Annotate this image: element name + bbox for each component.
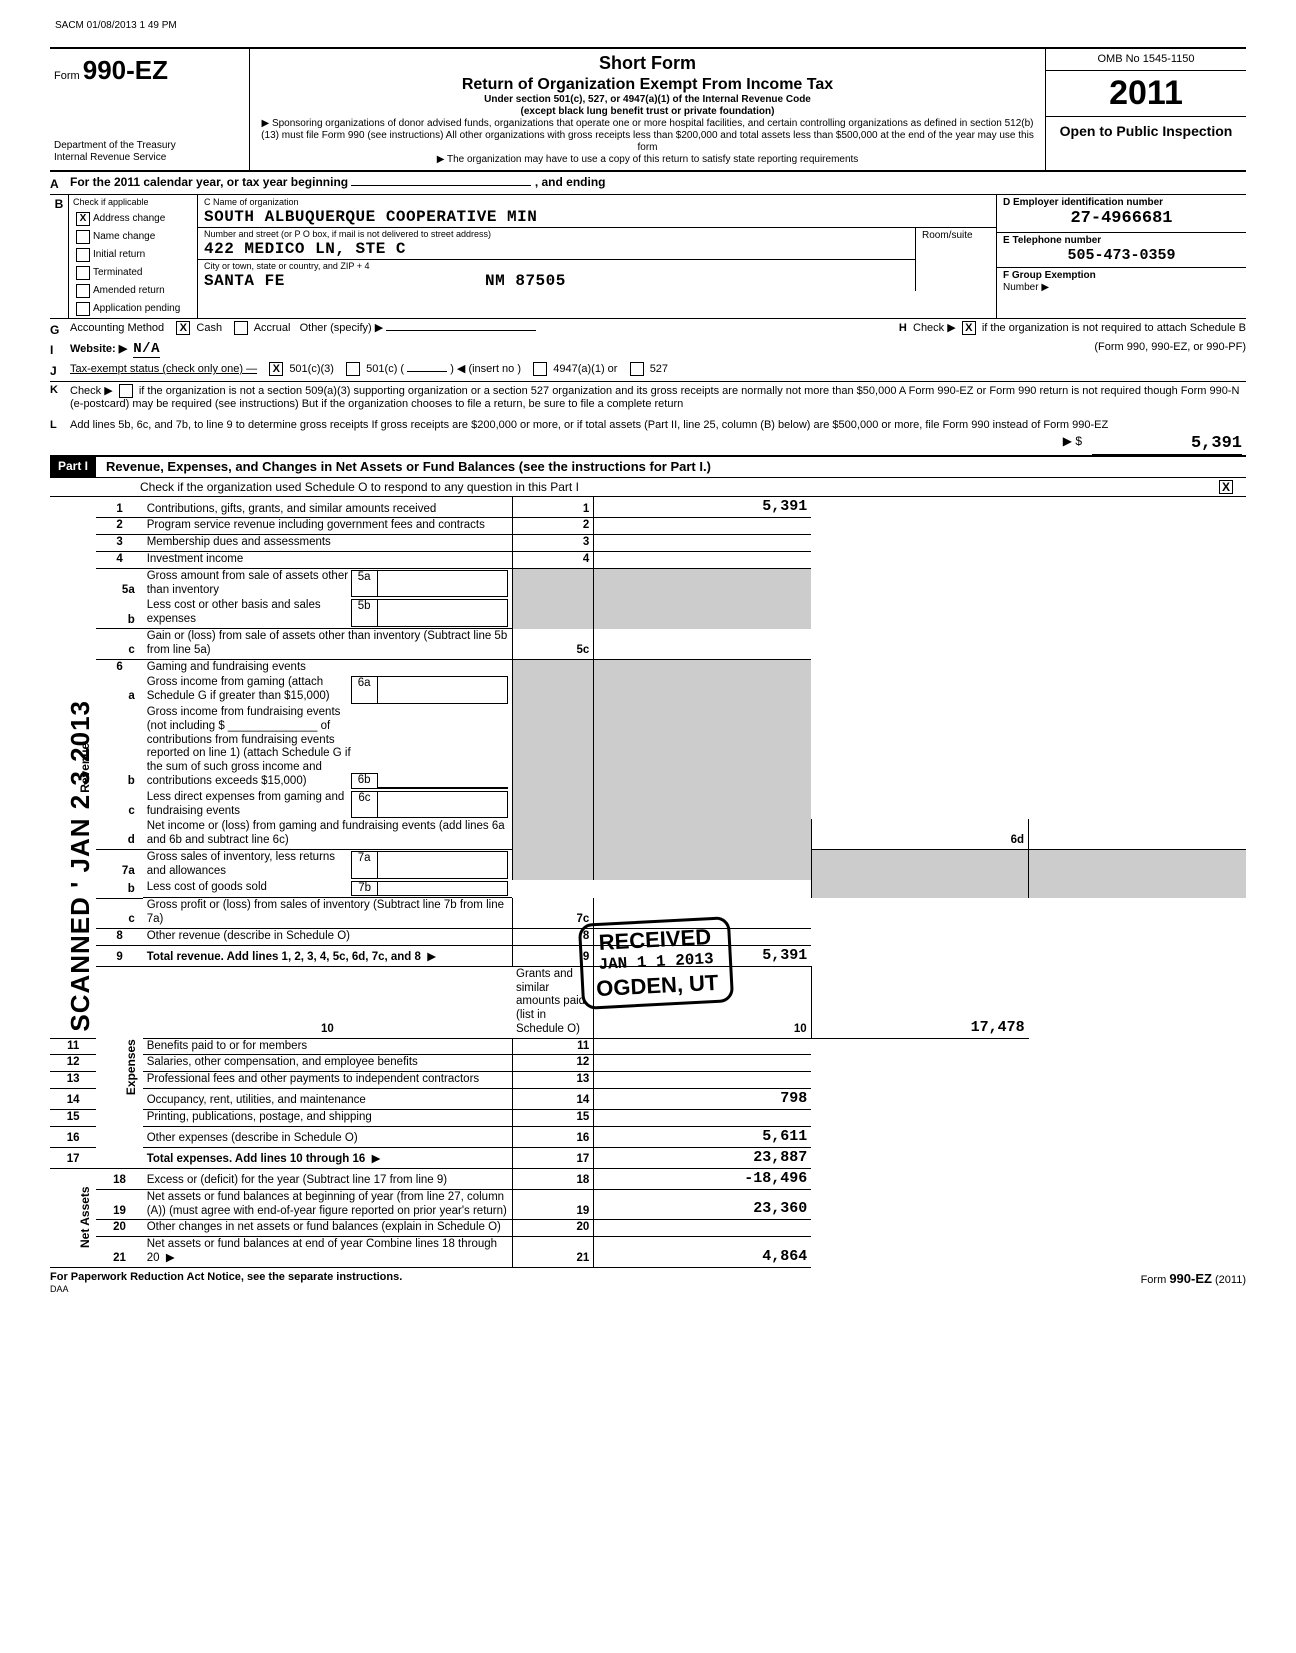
ein-value: 27-4966681 [1003,209,1240,229]
line-g-h: G Accounting Method Cash Accrual Other (… [50,319,1246,339]
form-number: Form 990-EZ [54,55,245,86]
tax-year: 2011 [1046,71,1246,117]
chk-h[interactable] [962,321,976,335]
dept-treasury: Department of the Treasury [54,140,245,152]
dept-irs: Internal Revenue Service [54,152,245,164]
chk-amended[interactable]: Amended return [69,282,197,300]
form-sub1: Under section 501(c), 527, or 4947(a)(1)… [484,94,811,105]
website-value: N/A [133,341,160,358]
chk-pending[interactable]: Application pending [69,300,197,318]
chk-name-change[interactable]: Name change [69,228,197,246]
form-title-long: Return of Organization Exempt From Incom… [256,75,1039,94]
open-to-public: Open to Public Inspection [1046,117,1246,146]
chk-cash[interactable] [176,321,190,335]
chk-k[interactable] [119,384,133,398]
chk-part-i-schedule-o[interactable] [1219,480,1233,494]
label-d-ein: D Employer identification number [1003,197,1240,209]
h-line2: (Form 990, 990-EZ, or 990-PF) [1094,341,1246,358]
line-l-total-value: 5,391 [1092,434,1242,455]
form-title-short: Short Form [256,53,1039,75]
part-i-title: Revenue, Expenses, and Changes in Net As… [96,457,721,477]
chk-501c[interactable] [346,362,360,376]
room-suite: Room/suite [916,228,996,291]
part-i-sub: Check if the organization used Schedule … [140,480,579,494]
label-f-group: F Group Exemption [1003,270,1096,282]
line-l: LAdd lines 5b, 6c, and 7b, to line 9 to … [50,417,1246,434]
form-sub4: ▶ The organization may have to use a cop… [256,154,1039,166]
footer: For Paperwork Reduction Act Notice, see … [50,1268,1246,1295]
form-header: Form 990-EZ Department of the Treasury I… [50,47,1246,172]
label-c-name: C Name of organization [204,197,990,208]
line-j: J Tax-exempt status (check only one) — 5… [50,360,1246,381]
part-i-header: Part I Revenue, Expenses, and Changes in… [50,456,1246,478]
label-f-number: Number ▶ [1003,282,1096,294]
org-info-block: B Check if applicable Address change Nam… [50,195,1246,319]
accounting-method-label: Accounting Method [70,322,164,334]
line-l-total-label: ▶ $ [1063,434,1082,455]
line-k: KCheck ▶ if the organization is not a se… [50,382,1246,413]
form-sub2: (except black lung benefit trust or priv… [521,106,775,117]
org-address: 422 MEDICO LN, STE C [204,240,909,259]
org-city: SANTA FE NM 87505 [204,272,909,291]
checkbox-column: Check if applicable Address change Name … [68,195,198,318]
received-stamp: RECEIVED JAN 1 1 2013 OGDEN, UT [578,916,735,1010]
paperwork-notice: For Paperwork Reduction Act Notice, see … [50,1271,402,1283]
netassets-side-label: Net Assets [50,1168,96,1267]
label-city: City or town, state or country, and ZIP … [204,261,909,272]
expenses-side-label: Expenses [96,966,142,1168]
check-if-applicable: Check if applicable [69,195,197,210]
chk-initial-return[interactable]: Initial return [69,246,197,264]
header-stamp: SACM 01/08/2013 1 49 PM [50,20,1246,32]
chk-accrual[interactable] [234,321,248,335]
chk-4947[interactable] [533,362,547,376]
omb-number: OMB No 1545-1150 [1046,49,1246,71]
chk-terminated[interactable]: Terminated [69,264,197,282]
phone-value: 505-473-0359 [1003,247,1240,265]
financial-table: Revenue 1Contributions, gifts, grants, a… [50,497,1246,1267]
chk-address-change[interactable]: Address change [69,210,197,228]
line-a: A For the 2011 calendar year, or tax yea… [50,172,1246,195]
daa: DAA [50,1284,402,1295]
org-name: SOUTH ALBUQUERQUE COOPERATIVE MIN [204,208,990,227]
label-e-phone: E Telephone number [1003,235,1240,247]
label-address: Number and street (or P O box, if mail i… [204,229,909,240]
chk-501c3[interactable] [269,362,283,376]
line-i: I Website: ▶ N/A (Form 990, 990-EZ, or 9… [50,339,1246,360]
form-sub3: ▶ Sponsoring organizations of donor advi… [256,118,1039,154]
part-i-tag: Part I [50,457,96,477]
chk-527[interactable] [630,362,644,376]
scanned-stamp: SCANNED ' JAN 2 3 2013 [65,700,96,1032]
